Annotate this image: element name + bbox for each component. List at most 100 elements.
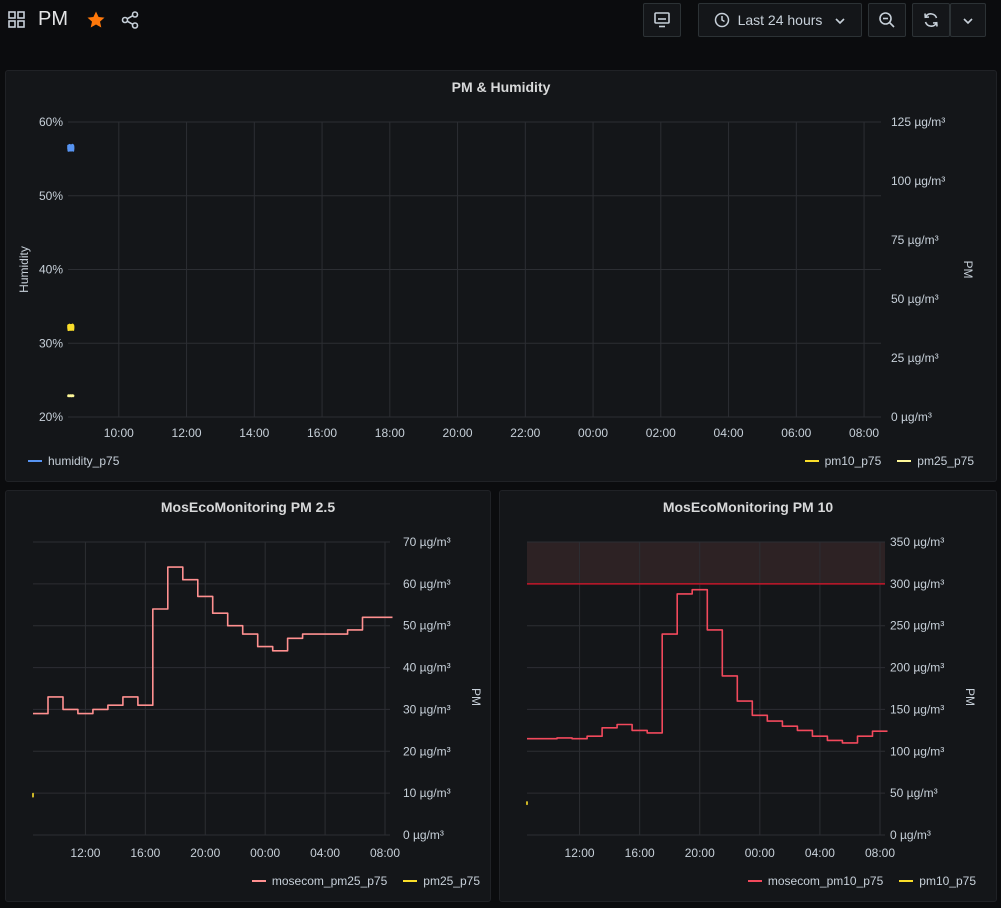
y-axis-label-right: PM bbox=[963, 688, 977, 706]
legend-humidity[interactable]: humidity_p75 bbox=[28, 454, 119, 468]
y-tick-label-right: 75 µg/m³ bbox=[891, 233, 939, 247]
legend-swatch bbox=[747, 880, 762, 882]
x-tick-label: 10:00 bbox=[104, 426, 134, 440]
y-tick-label-right: 250 µg/m³ bbox=[890, 619, 944, 633]
y-tick-label-right: 350 µg/m³ bbox=[890, 535, 944, 549]
y-axis-label-left: Humidity bbox=[17, 246, 31, 293]
refresh-icon bbox=[922, 11, 940, 29]
y-tick-label-right: 50 µg/m³ bbox=[891, 292, 939, 306]
legend-pm10[interactable]: mosecom_pm10_p75 pm10_p75 bbox=[747, 874, 976, 888]
series-humidity-line bbox=[67, 143, 75, 152]
panel-mosecom-pm10[interactable]: MosEcoMonitoring PM 10 350 µg/m³ 300 µg/m… bbox=[499, 490, 997, 902]
top-bar: PM Last 24 hours bbox=[0, 0, 1001, 44]
x-tick-label: 12:00 bbox=[565, 846, 595, 860]
chevron-down-icon bbox=[834, 14, 846, 26]
y-tick-label-left: 40% bbox=[39, 263, 63, 277]
series-mosecom-pm25-line bbox=[33, 566, 393, 715]
x-tick-label: 12:00 bbox=[172, 426, 202, 440]
y-tick-label-right: 50 µg/m³ bbox=[890, 786, 938, 800]
x-tick-label: 18:00 bbox=[375, 426, 405, 440]
refresh-interval-dropdown[interactable] bbox=[950, 3, 986, 37]
y-tick-label-right: 300 µg/m³ bbox=[890, 577, 944, 591]
legend-pm[interactable]: pm10_p75 pm25_p75 bbox=[804, 454, 974, 468]
y-tick-label-right: 60 µg/m³ bbox=[403, 577, 451, 591]
series-mosecom-pm10-line bbox=[527, 588, 888, 744]
x-tick-label: 02:00 bbox=[646, 426, 676, 440]
zoom-out-button[interactable] bbox=[868, 3, 906, 37]
y-axis-label-right: PM bbox=[961, 261, 975, 279]
y-tick-label-right: 0 µg/m³ bbox=[403, 828, 444, 842]
share-icon[interactable] bbox=[120, 10, 140, 30]
x-tick-label: 00:00 bbox=[745, 846, 775, 860]
legend-label: mosecom_pm10_p75 bbox=[767, 874, 884, 888]
panel-title[interactable]: MosEcoMonitoring PM 10 bbox=[662, 499, 834, 515]
x-tick-label: 08:00 bbox=[865, 846, 895, 860]
x-tick-label: 04:00 bbox=[310, 846, 340, 860]
x-tick-label: 20:00 bbox=[443, 426, 473, 440]
legend-label: humidity_p75 bbox=[48, 454, 120, 468]
x-tick-label: 14:00 bbox=[239, 426, 269, 440]
pm10-chart[interactable]: 350 µg/m³ 300 µg/m³ 250 µg/m³ 200 µg/m³ 150 … bbox=[500, 491, 998, 903]
apps-grid-icon[interactable] bbox=[8, 10, 26, 29]
legend-pm25[interactable]: mosecom_pm25_p75 pm25_p75 bbox=[251, 874, 480, 888]
star-icon[interactable] bbox=[86, 10, 106, 30]
pm25-chart[interactable]: 70 µg/m³ 60 µg/m³ 50 µg/m³ 40 µg/m³ 30 µg/m³… bbox=[6, 491, 492, 903]
legend-label: pm10_p75 bbox=[824, 454, 882, 468]
chevron-down-icon bbox=[962, 14, 974, 26]
x-tick-label: 04:00 bbox=[714, 426, 744, 440]
x-tick-label: 16:00 bbox=[625, 846, 655, 860]
x-tick-label: 16:00 bbox=[130, 846, 160, 860]
x-tick-label: 06:00 bbox=[781, 426, 811, 440]
y-axis-label-right: PM bbox=[469, 688, 483, 706]
y-tick-label-right: 200 µg/m³ bbox=[890, 661, 944, 675]
y-tick-label-right: 0 µg/m³ bbox=[891, 410, 932, 424]
y-tick-label-right: 10 µg/m³ bbox=[403, 786, 451, 800]
y-tick-label-right: 0 µg/m³ bbox=[890, 828, 931, 842]
series-pm25-line bbox=[67, 394, 75, 398]
y-tick-label-right: 30 µg/m³ bbox=[403, 702, 451, 716]
x-tick-label: 16:00 bbox=[307, 426, 337, 440]
y-tick-label-right: 50 µg/m³ bbox=[403, 619, 451, 633]
legend-swatch bbox=[403, 880, 418, 882]
legend-swatch bbox=[897, 460, 912, 462]
x-tick-label: 00:00 bbox=[250, 846, 280, 860]
refresh-button[interactable] bbox=[912, 3, 950, 37]
panel-mosecom-pm25[interactable]: MosEcoMonitoring PM 2.5 70 µg/m³ 60 µg/m³… bbox=[5, 490, 491, 902]
x-tick-label: 12:00 bbox=[70, 846, 100, 860]
legend-label: mosecom_pm25_p75 bbox=[271, 874, 388, 888]
panel-title[interactable]: MosEcoMonitoring PM 2.5 bbox=[160, 499, 336, 515]
x-tick-label: 20:00 bbox=[685, 846, 715, 860]
dashboard-title[interactable]: PM bbox=[38, 8, 68, 30]
legend-label: pm10_p75 bbox=[919, 874, 976, 888]
tv-mode-button[interactable] bbox=[643, 3, 681, 37]
y-tick-label-left: 30% bbox=[39, 336, 63, 350]
legend-swatch bbox=[251, 880, 266, 882]
series-pm10-line bbox=[67, 323, 75, 332]
y-tick-label-left: 20% bbox=[39, 410, 63, 424]
x-tick-label: 08:00 bbox=[370, 846, 400, 860]
time-range-picker[interactable]: Last 24 hours bbox=[698, 3, 862, 37]
y-tick-label-left: 60% bbox=[39, 115, 63, 129]
y-tick-label-left: 50% bbox=[39, 189, 63, 203]
top-bar-left: PM bbox=[8, 8, 140, 31]
threshold-region bbox=[527, 542, 885, 584]
y-tick-label-right: 70 µg/m³ bbox=[403, 535, 451, 549]
tv-mode-icon bbox=[653, 11, 671, 29]
y-tick-label-right: 20 µg/m³ bbox=[403, 744, 451, 758]
y-tick-label-right: 150 µg/m³ bbox=[890, 702, 944, 716]
x-tick-label: 20:00 bbox=[190, 846, 220, 860]
legend-swatch bbox=[899, 880, 914, 882]
x-tick-label: 08:00 bbox=[849, 426, 879, 440]
time-range-label: Last 24 hours bbox=[737, 12, 823, 28]
clock-icon bbox=[714, 12, 730, 28]
pm-humidity-chart[interactable]: 60% 50% 40% 30% 20% 125 µg/m³ 100 µg/m³ 75 µg/m… bbox=[6, 71, 998, 483]
y-tick-label-right: 100 µg/m³ bbox=[891, 174, 945, 188]
y-tick-label-right: 40 µg/m³ bbox=[403, 661, 451, 675]
panel-pm-humidity[interactable]: PM & Humidity 60% 50% 40% 30% 20% 125 µg/m³ 10… bbox=[5, 70, 997, 482]
panel-title[interactable]: PM & Humidity bbox=[451, 79, 551, 95]
y-tick-label-right: 125 µg/m³ bbox=[891, 115, 945, 129]
legend-label: pm25_p75 bbox=[423, 874, 480, 888]
legend-swatch bbox=[28, 460, 42, 462]
x-tick-label: 22:00 bbox=[510, 426, 540, 440]
legend-swatch bbox=[804, 460, 819, 462]
